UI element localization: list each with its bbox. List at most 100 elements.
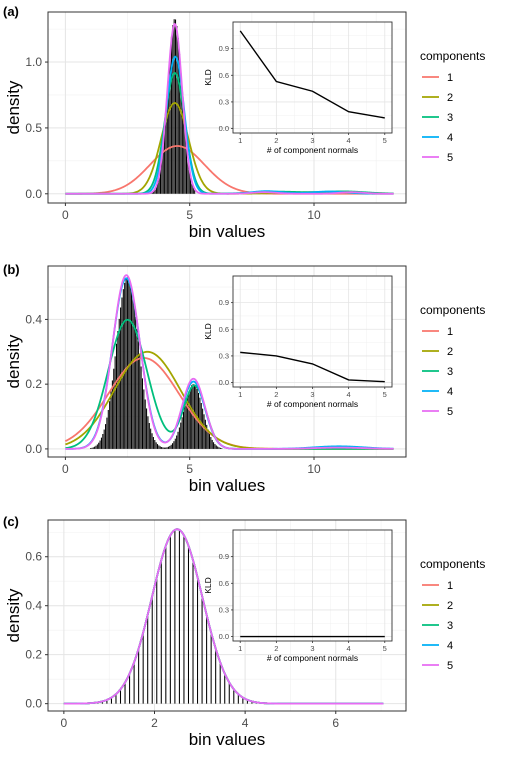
x-tick-label: 5 <box>186 462 193 476</box>
legend-label-3: 3 <box>447 366 453 378</box>
x-tick-label: 0 <box>61 716 68 730</box>
inset-y-axis-title: KLD <box>203 577 213 594</box>
kld-inset: 1 2 3 4 5 0.0 0.3 0.6 0.9 # of component normals K… <box>203 529 393 663</box>
inset-y-tick-label: 0.0 <box>219 124 229 133</box>
x-tick-label: 4 <box>242 716 249 730</box>
panel-3: (c) 0 2 4 6 0.0 0.2 0.4 0.6 bin values density 1 2 3 4… <box>3 514 485 749</box>
inset-x-tick-label: 3 <box>310 136 314 145</box>
legend-label-2: 2 <box>447 92 453 104</box>
kld-inset: 1 2 3 4 5 0.0 0.3 0.6 0.9 # of component normals K… <box>203 21 393 155</box>
histogram <box>89 277 223 449</box>
legend: components 1 2 3 4 5 <box>420 303 485 418</box>
y-axis-title: density <box>4 334 23 388</box>
y-tick-label: 0.4 <box>25 312 42 326</box>
density-curves <box>63 528 384 705</box>
y-tick-label: 0.6 <box>25 550 42 564</box>
y-tick-label: 0.2 <box>25 377 42 391</box>
inset-x-tick-label: 1 <box>238 136 242 145</box>
inset-x-tick-label: 1 <box>238 644 242 653</box>
y-tick-label: 0.2 <box>25 648 42 662</box>
legend-label-4: 4 <box>447 132 453 144</box>
legend-label-4: 4 <box>447 640 453 652</box>
legend-label-1: 1 <box>447 326 453 338</box>
legend-label-2: 2 <box>447 600 453 612</box>
inset-y-tick-label: 0.6 <box>219 71 229 80</box>
x-tick-label: 2 <box>151 716 158 730</box>
x-tick-label: 0 <box>62 208 69 222</box>
y-axis-title: density <box>4 80 23 134</box>
density-curves <box>65 23 394 195</box>
legend-title: components <box>420 49 485 63</box>
inset-x-axis-title: # of component normals <box>267 399 358 409</box>
legend-label-3: 3 <box>447 620 453 632</box>
legend: components 1 2 3 4 5 <box>420 557 485 672</box>
histogram <box>97 530 257 704</box>
inset-x-tick-label: 3 <box>310 390 314 399</box>
inset-x-tick-label: 4 <box>347 136 351 145</box>
inset-y-axis-title: KLD <box>203 69 213 86</box>
inset-y-tick-label: 0.9 <box>219 44 229 53</box>
inset-x-tick-label: 1 <box>238 390 242 399</box>
inset-x-axis-title: # of component normals <box>267 145 358 155</box>
legend-label-5: 5 <box>447 152 453 164</box>
y-tick-label: 0.0 <box>25 442 42 456</box>
y-axis-title: density <box>4 588 23 642</box>
density-line-5 <box>65 23 394 195</box>
inset-y-tick-label: 0.6 <box>219 325 229 334</box>
y-tick-label: 0.0 <box>25 187 42 201</box>
legend-label-3: 3 <box>447 112 453 124</box>
y-tick-label: 0.0 <box>25 697 42 711</box>
x-axis-title: bin values <box>189 222 266 241</box>
inset-y-tick-label: 0.9 <box>219 298 229 307</box>
density-line-5 <box>65 274 394 450</box>
inset-x-tick-label: 3 <box>310 644 314 653</box>
x-tick-label: 10 <box>307 462 321 476</box>
x-axis-title: bin values <box>189 476 266 495</box>
legend-label-1: 1 <box>447 72 453 84</box>
y-tick-label: 0.4 <box>25 599 42 613</box>
panel-2: (b) 0 5 10 0.0 0.2 0.4 bin values density 1 2 3 4 5 0.… <box>3 262 485 495</box>
y-tick-label: 0.5 <box>25 121 42 135</box>
plot-border <box>47 519 407 712</box>
plot-border <box>47 265 407 458</box>
inset-x-tick-label: 2 <box>274 136 278 145</box>
inset-y-tick-label: 0.0 <box>219 378 229 387</box>
inset-x-tick-label: 5 <box>383 390 387 399</box>
inset-y-tick-label: 0.3 <box>219 98 229 107</box>
legend-label-2: 2 <box>447 346 453 358</box>
panel-1: (a) 0 5 10 0.0 0.5 1.0 bin values density 1 2 3 4 5 0.… <box>3 4 485 241</box>
inset-y-tick-label: 0.3 <box>219 606 229 615</box>
legend: components 1 2 3 4 5 <box>420 49 485 164</box>
kld-line <box>239 30 385 119</box>
inset-x-tick-label: 2 <box>274 390 278 399</box>
inset-y-tick-label: 0.3 <box>219 352 229 361</box>
kld-inset: 1 2 3 4 5 0.0 0.3 0.6 0.9 # of component normals K… <box>203 275 393 409</box>
density-line-1 <box>65 145 394 195</box>
inset-y-tick-label: 0.0 <box>219 632 229 641</box>
inset-x-tick-label: 2 <box>274 644 278 653</box>
legend-label-1: 1 <box>447 580 453 592</box>
legend-title: components <box>420 557 485 571</box>
inset-x-tick-label: 4 <box>347 644 351 653</box>
panel-label: (c) <box>3 514 19 529</box>
panel-label: (a) <box>3 4 19 19</box>
inset-x-tick-label: 4 <box>347 390 351 399</box>
inset-x-tick-label: 5 <box>383 136 387 145</box>
density-curves <box>64 274 394 450</box>
density-line-5 <box>63 528 384 705</box>
inset-x-axis-title: # of component normals <box>267 653 358 663</box>
legend-label-5: 5 <box>447 660 453 672</box>
x-axis-title: bin values <box>189 730 266 749</box>
kld-line <box>240 351 385 383</box>
inset-x-tick-label: 5 <box>383 644 387 653</box>
x-tick-label: 0 <box>62 462 69 476</box>
inset-y-tick-label: 0.9 <box>219 552 229 561</box>
y-tick-label: 1.0 <box>25 55 42 69</box>
inset-y-tick-label: 0.6 <box>219 579 229 588</box>
legend-label-4: 4 <box>447 386 453 398</box>
inset-y-axis-title: KLD <box>203 323 213 340</box>
x-tick-label: 5 <box>186 208 193 222</box>
plot-border <box>47 11 407 204</box>
legend-label-5: 5 <box>447 406 453 418</box>
